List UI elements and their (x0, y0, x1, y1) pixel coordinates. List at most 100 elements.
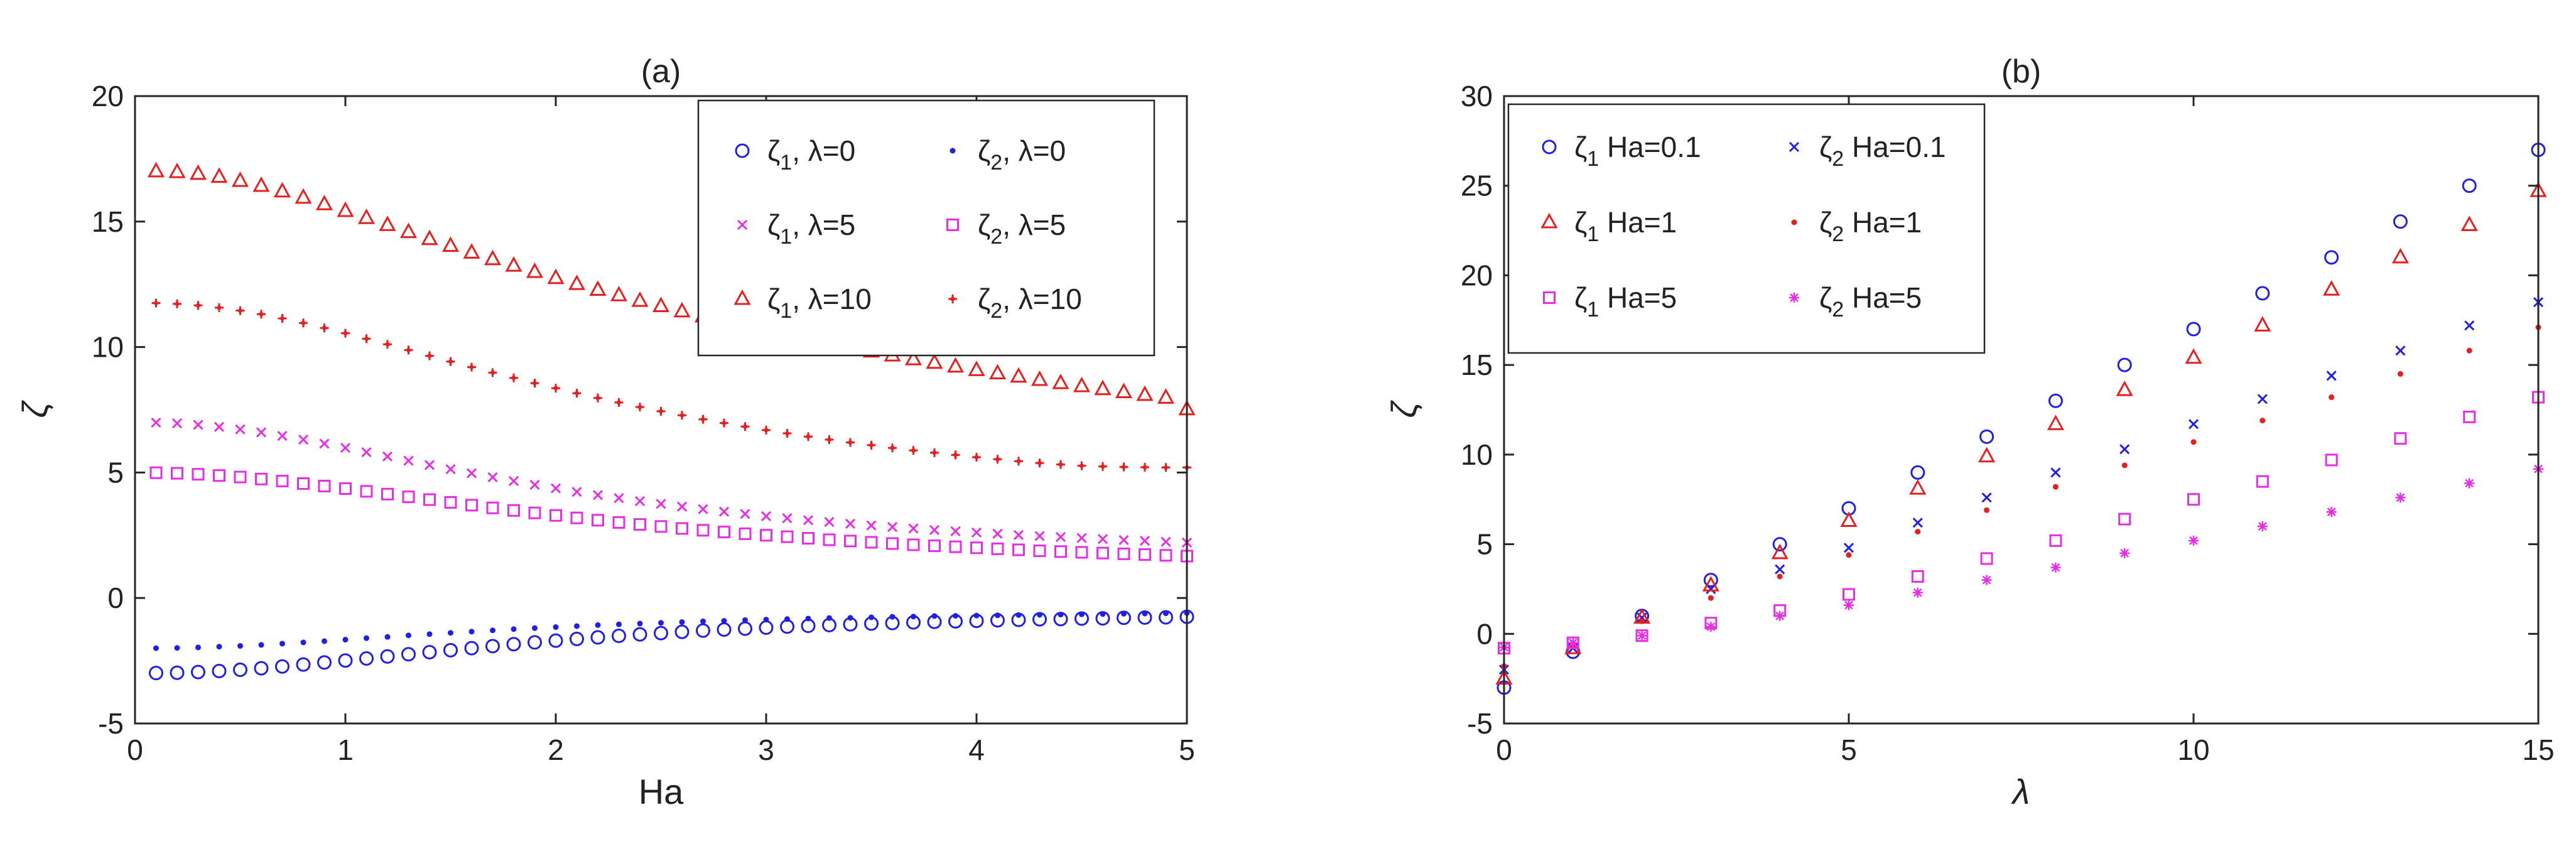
data-point (379, 215, 396, 231)
data-point (273, 181, 291, 198)
data-point (2394, 432, 2407, 445)
data-point (147, 161, 165, 178)
panel-a-plot-area (147, 161, 1196, 681)
panel-a-legend-box (697, 99, 1155, 357)
data-point (610, 286, 628, 301)
data-point (740, 509, 750, 519)
data-point (612, 629, 626, 644)
data-point (679, 619, 685, 625)
data-point (337, 201, 354, 217)
data-point (254, 661, 269, 676)
data-point (340, 443, 351, 453)
data-point (658, 620, 664, 626)
data-point (971, 527, 982, 538)
data-point (233, 662, 247, 677)
data-point (676, 522, 688, 535)
panel-b-legend-label: ζ1 Ha=5 (1574, 281, 1677, 322)
data-point (656, 406, 666, 416)
panel-b-legend-box (1507, 103, 1986, 354)
y-tick-label: 30 (1461, 80, 1493, 112)
data-point (654, 625, 668, 641)
data-point (2050, 467, 2061, 478)
data-point (718, 526, 730, 539)
data-point (2119, 548, 2130, 558)
data-point (698, 504, 708, 514)
data-point (149, 466, 163, 479)
data-point (2466, 347, 2472, 354)
data-point (2324, 250, 2339, 265)
data-point (553, 624, 559, 631)
data-point (930, 448, 939, 457)
data-point (907, 538, 920, 551)
x-tick-label: 0 (127, 734, 143, 766)
data-point (991, 542, 1004, 555)
y-tick-label: 5 (107, 456, 124, 489)
data-point (931, 613, 938, 619)
data-point (191, 664, 205, 680)
panel-b-legend-label: ζ2 Ha=5 (1819, 281, 1922, 322)
data-point (612, 516, 625, 529)
data-point (2259, 418, 2266, 424)
data-point (1056, 460, 1065, 469)
panel-a-x-axis-label: Ha (639, 772, 684, 811)
panel-a-y-axis-label: ζ (15, 399, 55, 418)
data-point (845, 518, 856, 529)
data-point (446, 357, 455, 366)
data-point (1777, 573, 1783, 580)
data-point (170, 665, 185, 680)
panel-a-legend-label: ζ2, λ=0 (978, 134, 1066, 175)
data-point (319, 438, 330, 449)
data-point (574, 623, 580, 629)
data-point (1911, 570, 1924, 583)
data-point (486, 501, 499, 514)
legend-marker-icon (948, 295, 957, 303)
data-point (1034, 531, 1045, 541)
data-point (258, 642, 264, 648)
data-point (277, 430, 288, 441)
y-tick-label: 10 (92, 331, 124, 364)
data-point (995, 612, 1000, 619)
data-point (911, 614, 916, 620)
data-point (549, 509, 562, 522)
data-point (1014, 457, 1023, 466)
data-point (361, 447, 372, 458)
data-point (2119, 444, 2130, 455)
data-point (2464, 478, 2475, 489)
data-point (1980, 552, 1993, 565)
data-point (632, 627, 647, 642)
data-point (399, 222, 418, 239)
x-tick-label: 5 (1841, 734, 1857, 766)
legend-marker-icon (1543, 291, 1556, 304)
data-point (300, 639, 306, 646)
data-point (2116, 380, 2133, 396)
data-point (636, 403, 644, 412)
panel-a-series-3 (151, 417, 1193, 548)
legend-marker-icon (1789, 141, 1800, 153)
data-point (2257, 394, 2268, 404)
data-point (2464, 320, 2475, 331)
data-point (528, 635, 542, 650)
data-point (1912, 517, 1923, 528)
data-point (318, 479, 331, 492)
data-point (1706, 583, 1716, 594)
legend-marker-icon (950, 148, 956, 154)
data-point (784, 616, 790, 622)
data-point (297, 477, 310, 490)
data-point (950, 526, 961, 536)
data-point (488, 368, 497, 377)
data-point (696, 623, 710, 638)
data-point (2463, 410, 2476, 423)
panel-a-series-1 (149, 609, 1194, 681)
data-point (551, 384, 560, 393)
y-tick-label: 20 (1461, 259, 1493, 291)
data-point (2187, 493, 2200, 506)
data-point (278, 314, 287, 323)
data-point (824, 517, 835, 528)
data-point (338, 653, 353, 668)
legend-marker-icon (1542, 139, 1557, 154)
data-point (949, 540, 962, 553)
data-point (2326, 371, 2337, 381)
data-point (256, 427, 267, 438)
